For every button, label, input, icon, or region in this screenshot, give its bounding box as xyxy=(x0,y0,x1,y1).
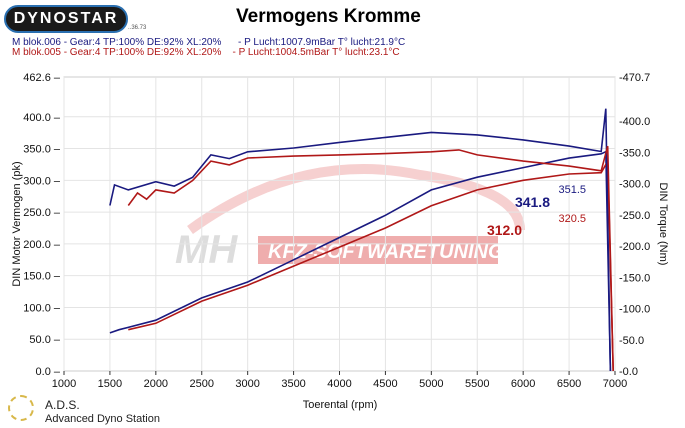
series-line-3 xyxy=(127,145,614,372)
y2-tick-label: -150.0 xyxy=(619,272,650,284)
y-tick-label: 400.0 – xyxy=(23,112,61,124)
x-tick-label: 5000 xyxy=(419,378,443,390)
y2-tick-label: -300.0 xyxy=(619,179,650,191)
series-line-1 xyxy=(128,158,614,372)
watermark-mh: MH xyxy=(175,228,238,272)
logo-version: ..36.73 xyxy=(128,25,147,31)
y2-tick-label: -400.0 xyxy=(619,116,650,128)
y2-tick-label: -200.0 xyxy=(619,241,650,253)
y2-tick-label: -250.0 xyxy=(619,210,650,222)
x-tick-label: 1500 xyxy=(98,378,122,390)
y2-tick-label: -0.0 xyxy=(619,366,638,378)
dynostar-logo: DYNOSTAR xyxy=(4,5,128,33)
y2-tick-label: -100.0 xyxy=(619,304,650,316)
peak-label-0: 341.8 xyxy=(515,194,550,210)
y2-tick-label: -50.0 xyxy=(619,335,644,347)
x-axis-label: Toerental (rpm) xyxy=(303,399,378,411)
x-tick-label: 1000 xyxy=(52,378,76,390)
series-line-2 xyxy=(109,108,612,372)
y-tick-label: 0.0 – xyxy=(36,366,61,378)
series-line-0 xyxy=(109,150,612,372)
y-tick-label: 100.0 – xyxy=(23,302,61,314)
y2-axis-label: DIN Torque (Nm) xyxy=(657,183,669,266)
chart-title: Vermogens Kromme xyxy=(236,6,421,27)
y-tick-label: 150.0 – xyxy=(23,271,61,283)
ads-subtitle: Advanced Dyno Station xyxy=(45,413,160,425)
peak-label-2: 351.5 xyxy=(558,184,586,196)
y-tick-label: 350.0 – xyxy=(23,144,61,156)
y-tick-label: 462.6 – xyxy=(23,72,61,84)
y2-tick-label: -350.0 xyxy=(619,147,650,159)
x-tick-label: 2000 xyxy=(144,378,168,390)
x-tick-label: 4500 xyxy=(373,378,397,390)
x-tick-label: 4000 xyxy=(327,378,351,390)
x-tick-label: 3500 xyxy=(281,378,305,390)
watermark-car xyxy=(187,164,525,235)
ads-logo-icon xyxy=(8,395,34,421)
y-tick-label: 300.0 – xyxy=(23,175,61,187)
x-tick-label: 3000 xyxy=(235,378,259,390)
y-tick-label: 200.0 – xyxy=(23,239,61,251)
x-tick-label: 5500 xyxy=(465,378,489,390)
x-tick-label: 2500 xyxy=(190,378,214,390)
x-tick-label: 6500 xyxy=(557,378,581,390)
run-info-red: M blok.005 - Gear:4 TP:100% DE:92% XL:20… xyxy=(12,47,400,58)
y-tick-label: 250.0 – xyxy=(23,207,61,219)
watermark-band xyxy=(258,236,498,264)
y2-tick-label: -470.7 xyxy=(619,72,650,84)
ads-title: A.D.S. xyxy=(45,398,80,412)
peak-label-3: 320.5 xyxy=(558,213,586,225)
x-tick-label: 7000 xyxy=(603,378,627,390)
y-axis-label: DIN Motor Vermogen (pk) xyxy=(11,161,23,286)
peak-label-1: 312.0 xyxy=(487,222,522,238)
y-tick-label: 50.0 – xyxy=(29,334,60,346)
run-info-blue: M blok.006 - Gear:4 TP:100% DE:92% XL:20… xyxy=(12,37,406,48)
x-tick-label: 6000 xyxy=(511,378,535,390)
